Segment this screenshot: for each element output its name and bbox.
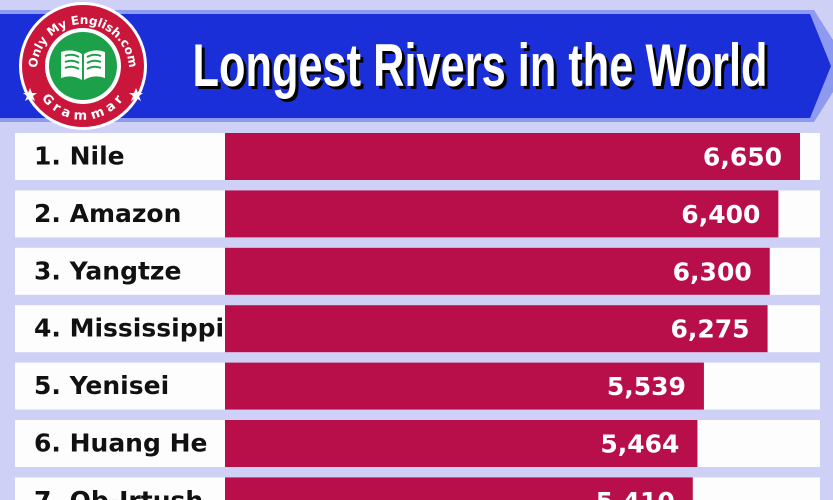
category-label: 5. Yenisei [34, 371, 169, 400]
category-label: 3. Yangtze [34, 256, 181, 285]
category-label: 6. Huang He [34, 429, 207, 458]
chart-title: Longest Rivers in the World [193, 32, 768, 99]
category-label: 4. Mississippi [34, 314, 224, 343]
banner [0, 14, 831, 118]
bar [225, 247, 770, 295]
logo-star [23, 88, 37, 101]
bar [225, 190, 779, 238]
value-label: 6,300 [673, 257, 752, 286]
book-icon [61, 50, 105, 80]
category-label: 1. Nile [34, 142, 125, 171]
value-label: 5,539 [607, 372, 686, 401]
title-shadow: Longest Rivers in the World [196, 35, 771, 102]
value-label: 6,650 [703, 143, 782, 172]
category-label: 2. Amazon [34, 199, 181, 228]
logo-center [49, 32, 117, 100]
logo-star [129, 88, 143, 101]
value-label: 6,275 [670, 315, 749, 344]
bar [225, 477, 693, 500]
category-label: 7. Ob-Irtush [34, 486, 203, 500]
logo: Only My English.com Grammar [19, 2, 147, 130]
bar [225, 133, 800, 180]
bar [225, 305, 768, 353]
value-label: 5,464 [600, 430, 679, 459]
bar [225, 362, 704, 410]
bar [225, 420, 698, 467]
book-lines [64, 53, 102, 70]
value-label: 5,410 [596, 487, 675, 500]
value-label: 6,400 [681, 200, 760, 229]
